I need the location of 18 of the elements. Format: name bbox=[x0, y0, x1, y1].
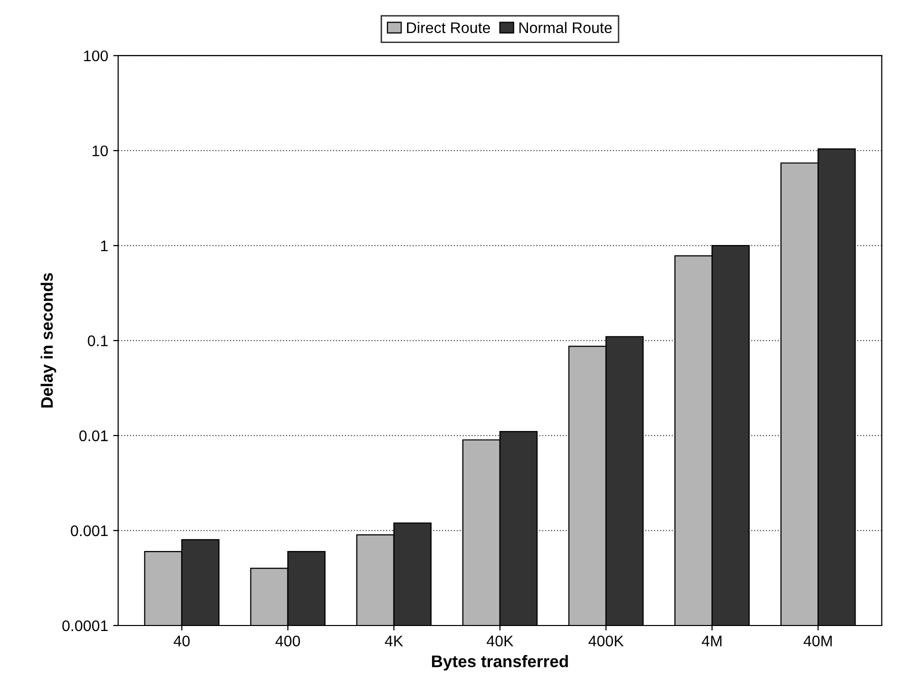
legend-label: Direct Route bbox=[407, 22, 490, 34]
y-tick-label: 0.001 bbox=[70, 525, 108, 536]
x-tick-label: 400K bbox=[588, 636, 624, 646]
y-axis-title: Delay in seconds bbox=[40, 273, 56, 408]
legend-label: Normal Route bbox=[519, 22, 612, 34]
y-tick-label: 10 bbox=[92, 145, 108, 156]
y-tick-label: 0.0001 bbox=[62, 620, 108, 632]
y-tick-label: 1 bbox=[101, 240, 108, 252]
x-tick-label: 40K bbox=[486, 636, 514, 646]
x-tick-label: 4K bbox=[384, 636, 404, 646]
y-tick-label: 0.1 bbox=[88, 335, 108, 346]
y-tick-label: 100 bbox=[84, 50, 108, 62]
x-tick-label: 400 bbox=[275, 636, 300, 646]
y-tick-label: 0.01 bbox=[79, 430, 108, 442]
x-axis-title: Bytes transferred bbox=[432, 655, 568, 671]
x-tick-label: 40M bbox=[804, 636, 832, 646]
x-tick-label: 4M bbox=[702, 636, 722, 646]
x-tick-label: 40 bbox=[174, 636, 190, 646]
